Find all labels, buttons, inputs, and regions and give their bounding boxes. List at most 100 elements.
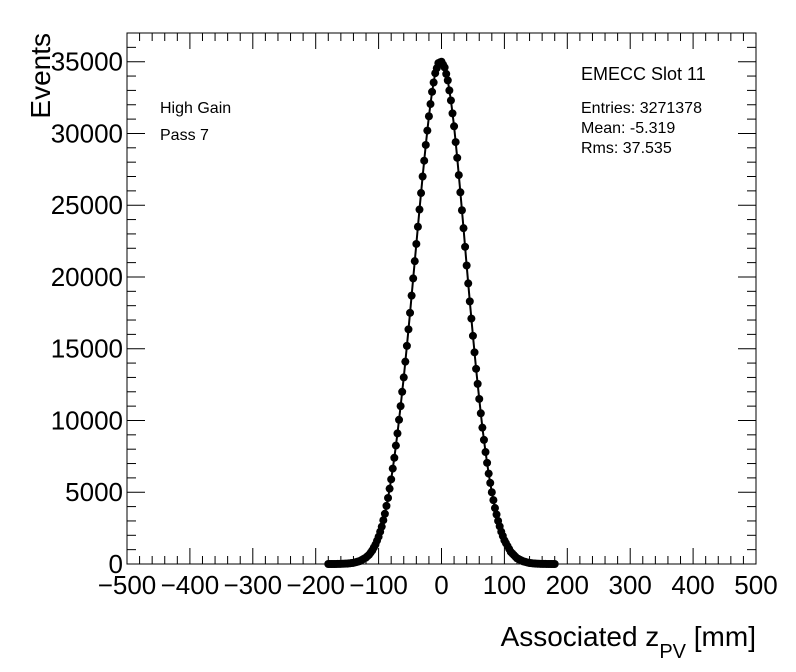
stats-rms: Rms: 37.535 bbox=[581, 140, 672, 157]
axis-ticks bbox=[126, 32, 757, 565]
y-axis-title: Events bbox=[25, 33, 56, 119]
x-tick-label: −300 bbox=[224, 570, 283, 600]
data-point bbox=[391, 441, 400, 450]
data-point bbox=[406, 308, 415, 317]
x-axis-title-subscript: PV bbox=[659, 641, 686, 663]
annotation-high-gain: High Gain bbox=[160, 100, 231, 117]
x-axis-title-main: Associated z bbox=[501, 621, 660, 652]
data-point bbox=[492, 510, 501, 519]
data-point bbox=[384, 493, 393, 502]
data-point bbox=[456, 188, 465, 197]
data-point bbox=[440, 63, 449, 72]
data-point bbox=[453, 153, 462, 162]
data-point bbox=[426, 100, 435, 109]
data-point bbox=[409, 274, 418, 283]
data-point bbox=[465, 297, 474, 306]
y-tick-label: 25000 bbox=[51, 190, 123, 220]
data-point bbox=[395, 415, 404, 424]
data-point bbox=[445, 86, 454, 95]
data-point bbox=[472, 364, 481, 373]
y-tick-label: 15000 bbox=[51, 334, 123, 364]
data-point bbox=[468, 331, 477, 340]
data-point bbox=[417, 189, 426, 198]
data-point bbox=[490, 504, 499, 513]
data-point bbox=[402, 341, 411, 350]
data-point bbox=[379, 516, 388, 525]
x-tick-label: −500 bbox=[98, 570, 157, 600]
data-point bbox=[489, 496, 498, 505]
data-point bbox=[475, 394, 484, 403]
data-point bbox=[448, 109, 457, 118]
x-tick-label: 500 bbox=[734, 570, 777, 600]
y-tick-label: 10000 bbox=[51, 405, 123, 435]
data-point bbox=[418, 172, 427, 181]
chart-title: EMECC Slot 11 bbox=[581, 64, 706, 84]
data-point bbox=[464, 279, 473, 288]
data-point bbox=[423, 126, 432, 135]
y-tick-label: 35000 bbox=[51, 47, 123, 77]
annotation-pass: Pass 7 bbox=[160, 127, 209, 144]
data-point bbox=[457, 206, 466, 215]
y-tick-label: 5000 bbox=[65, 477, 123, 507]
y-tick-label: 20000 bbox=[51, 262, 123, 292]
data-point bbox=[424, 112, 433, 121]
data-point bbox=[442, 69, 451, 78]
data-point bbox=[461, 242, 470, 251]
data-curve bbox=[328, 60, 555, 565]
data-point bbox=[476, 409, 485, 418]
data-point bbox=[382, 501, 391, 510]
data-point bbox=[380, 509, 389, 518]
data-point bbox=[470, 348, 479, 357]
data-point bbox=[399, 373, 408, 382]
x-tick-label: 0 bbox=[434, 570, 448, 600]
y-tick-label: 30000 bbox=[51, 118, 123, 148]
data-point bbox=[481, 448, 490, 457]
data-point bbox=[454, 171, 463, 180]
data-point bbox=[390, 453, 399, 462]
data-point bbox=[412, 239, 421, 248]
data-point bbox=[385, 484, 394, 493]
data-point bbox=[484, 469, 493, 478]
data-point bbox=[413, 222, 422, 231]
data-point bbox=[387, 475, 396, 484]
x-axis-title: Associated zPV [mm] bbox=[501, 621, 756, 663]
data-point bbox=[479, 435, 488, 444]
data-point bbox=[428, 87, 437, 96]
data-point bbox=[415, 205, 424, 214]
data-point bbox=[393, 429, 402, 438]
data-point bbox=[483, 458, 492, 467]
stats-mean: Mean: -5.319 bbox=[581, 120, 675, 137]
data-point bbox=[404, 325, 413, 334]
x-tick-label: −200 bbox=[286, 570, 345, 600]
data-point bbox=[401, 357, 410, 366]
data-point bbox=[377, 522, 386, 531]
data-point bbox=[429, 78, 438, 87]
data-point bbox=[459, 224, 468, 233]
data-point bbox=[421, 140, 430, 149]
data-point bbox=[451, 138, 460, 147]
x-tick-label: 300 bbox=[609, 570, 652, 600]
x-axis-title-unit: [mm] bbox=[686, 621, 756, 652]
data-point bbox=[478, 423, 487, 432]
data-point bbox=[396, 402, 405, 411]
y-tick-label: 0 bbox=[109, 549, 123, 579]
x-tick-label: −400 bbox=[161, 570, 220, 600]
x-tick-label: 400 bbox=[671, 570, 714, 600]
x-tick-label: 100 bbox=[483, 570, 526, 600]
data-point bbox=[467, 314, 476, 323]
data-point bbox=[462, 261, 471, 270]
data-point bbox=[407, 291, 416, 300]
data-point bbox=[450, 122, 459, 131]
data-point bbox=[446, 96, 455, 105]
data-point bbox=[398, 387, 407, 396]
stats-entries: Entries: 3271378 bbox=[581, 100, 702, 117]
data-markers bbox=[324, 57, 559, 568]
x-tick-label: −100 bbox=[349, 570, 408, 600]
data-point bbox=[473, 379, 482, 388]
x-tick-label: 200 bbox=[546, 570, 589, 600]
data-point bbox=[420, 156, 429, 165]
axis-tick-labels: −500 −400 −300 −200 −100 0 100 200 300 400 5000500… bbox=[51, 47, 778, 600]
data-point bbox=[486, 478, 495, 487]
data-point bbox=[487, 488, 496, 497]
